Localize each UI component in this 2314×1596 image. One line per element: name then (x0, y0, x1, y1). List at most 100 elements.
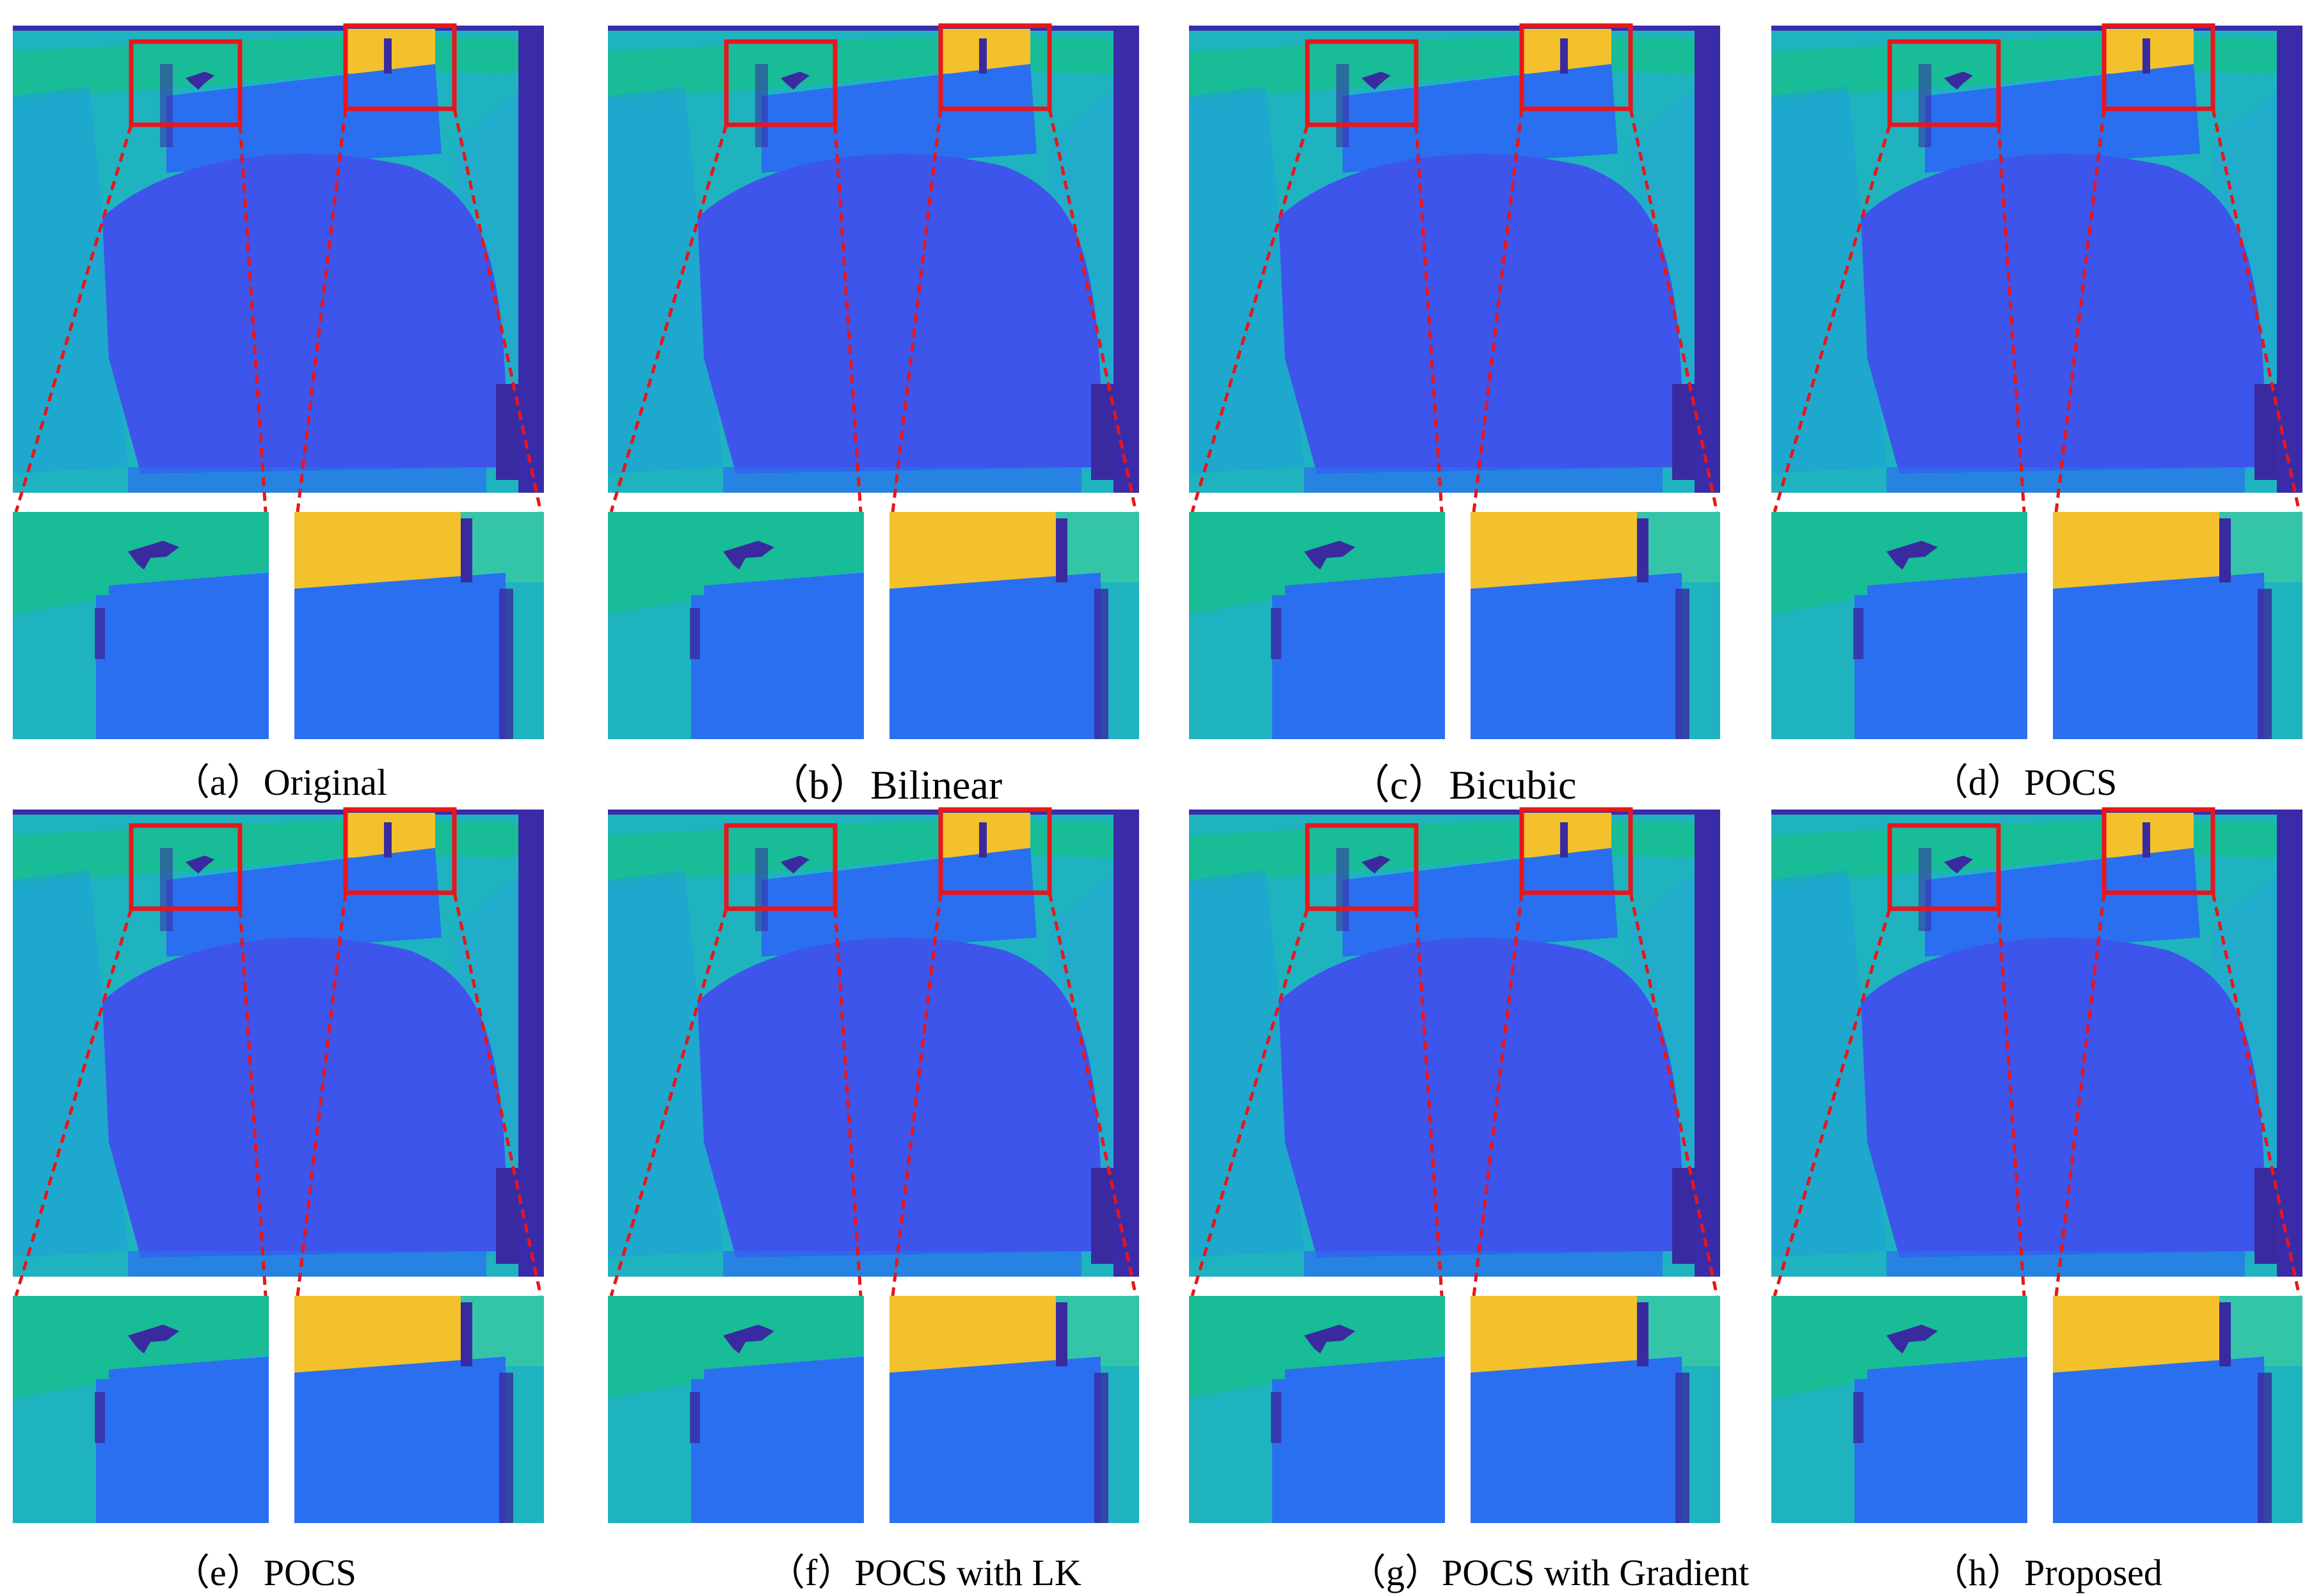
panel-f-graphic (608, 807, 1139, 1523)
panel-b-connector (1048, 108, 1138, 513)
panel-h-zoom-inset-2 (2053, 1296, 2302, 1523)
panel-b-box (762, 64, 1037, 173)
panel-e-connector (296, 892, 347, 1297)
panel-b-blob (781, 72, 810, 90)
panel-e-box (166, 848, 442, 957)
panel-c-connector (1472, 108, 1524, 513)
panel-h-blob (1944, 856, 1973, 874)
panel-h-roi-box-1 (1887, 823, 2001, 911)
panel-e-connector (238, 908, 267, 1297)
panel-g-zoom2-post (1637, 1302, 1648, 1366)
panel-b-roi-box-1 (724, 39, 838, 127)
panel-h-zoom2-yellow (2053, 1296, 2219, 1373)
panel-f (608, 807, 1139, 1533)
panel-d-body (1861, 154, 2264, 474)
panel-f-box (762, 848, 1037, 957)
panel-f-roi-box-2 (938, 807, 1052, 895)
panel-e (13, 807, 544, 1533)
panel-d-connector (2211, 108, 2301, 513)
panel-c-roi-box-1 (1305, 39, 1419, 127)
panel-c-zoom-inset-2 (1471, 512, 1720, 739)
panel-a-graphic (13, 23, 544, 739)
panel-b-zoom1-blob (723, 541, 774, 570)
panel-b-zoom-inset-2 (890, 512, 1139, 739)
panel-d-zoom2-yellow (2053, 512, 2219, 589)
panel-d-zoom-inset-2 (2053, 512, 2302, 739)
panel-c-connector (1190, 124, 1309, 513)
panel-h-zoom2-post (2219, 1302, 2231, 1366)
panel-h-box (1925, 848, 2200, 957)
panel-f-roi-box-1 (724, 823, 838, 911)
panel-b (608, 23, 1139, 749)
panel-d-roi-box-1 (1887, 39, 2001, 127)
panel-f-zoom-inset-2 (890, 1296, 1139, 1523)
panel-a-roi-box-1 (129, 39, 243, 127)
panel-e-zoom2-yellow (294, 1296, 461, 1373)
panel-h-body (1861, 938, 2264, 1257)
panel-c-connector (1414, 124, 1444, 513)
panel-g-graphic (1189, 807, 1720, 1523)
panel-g-zoom2-yellow (1471, 1296, 1637, 1373)
panel-h-zoom1-blob (1887, 1325, 1938, 1353)
panel-g-connector (1190, 908, 1309, 1297)
panel-e-connector (14, 908, 133, 1297)
panel-f-connector (891, 892, 943, 1297)
panel-a-body (102, 154, 506, 474)
panel-h-connector (1773, 908, 1892, 1297)
panel-c-connector (1629, 108, 1719, 513)
panel-e-zoom-inset-1 (13, 1296, 269, 1523)
panel-d-connector (2054, 108, 2106, 513)
panel-c-graphic (1189, 23, 1720, 739)
panel-b-zoom2-yellow (890, 512, 1056, 589)
panel-h-roi-box-2 (2102, 807, 2215, 895)
panel-d-roi-box-2 (2102, 23, 2215, 111)
panel-f-blob (781, 856, 810, 874)
panel-c-zoom2-yellow (1471, 512, 1637, 589)
panel-d-zoom2-post (2219, 518, 2231, 582)
panel-e-graphic (13, 807, 544, 1523)
panel-a-box (166, 64, 442, 173)
panel-g-zoom-inset-2 (1471, 1296, 1720, 1523)
panel-c-zoom1-blob (1304, 541, 1355, 570)
panel-c-blob (1362, 72, 1391, 90)
panel-a-connector (238, 124, 267, 513)
panel-h-connector (2054, 892, 2106, 1297)
panel-b-body (698, 154, 1101, 474)
panel-f-zoom-inset-1 (608, 1296, 864, 1523)
panel-d-graphic (1771, 23, 2302, 739)
panel-b-caption: （b）Bilinear (768, 762, 1003, 808)
panel-e-body (102, 938, 506, 1257)
panel-g-roi-box-1 (1305, 823, 1419, 911)
panel-f-zoom1-blob (723, 1325, 774, 1353)
panel-f-zoom2-post (1056, 1302, 1067, 1366)
panel-h-zoom-inset-1 (1771, 1296, 2027, 1523)
panel-a-caption: （a）Original (173, 762, 388, 803)
panel-g-body (1279, 938, 1682, 1257)
panel-b-connector (833, 124, 863, 513)
panel-e-blob (186, 856, 214, 874)
panel-a (13, 23, 544, 749)
panel-g-zoom-inset-1 (1189, 1296, 1445, 1523)
panel-b-zoom2-post (1056, 518, 1067, 582)
panel-h-graphic (1771, 807, 2302, 1523)
panel-c-zoom2-post (1637, 518, 1648, 582)
panel-g-depth-image (1189, 810, 1720, 1277)
panel-f-connector (1048, 892, 1138, 1297)
panel-f-connector (609, 908, 728, 1297)
panel-d-caption: （d）POCS (1931, 762, 2118, 803)
panel-g-connector (1414, 908, 1444, 1297)
panel-a-zoom1-blob (128, 541, 179, 570)
panel-a-roi-box-2 (343, 23, 457, 111)
panel-c-caption: （c）Bicubic (1349, 762, 1577, 808)
panel-e-roi-box-1 (129, 823, 243, 911)
panel-b-roi-box-2 (938, 23, 1052, 111)
panel-b-graphic (608, 23, 1139, 739)
panel-a-zoom-inset-1 (13, 512, 269, 739)
panel-a-connector (14, 124, 133, 513)
panel-g (1189, 807, 1720, 1533)
panel-d-connector (1773, 124, 1892, 513)
panel-e-roi-box-2 (343, 807, 457, 895)
panel-e-zoom2-post (461, 1302, 472, 1366)
panel-g-caption: （g）POCS with Gradient (1349, 1552, 1750, 1593)
panel-g-connector (1472, 892, 1524, 1297)
